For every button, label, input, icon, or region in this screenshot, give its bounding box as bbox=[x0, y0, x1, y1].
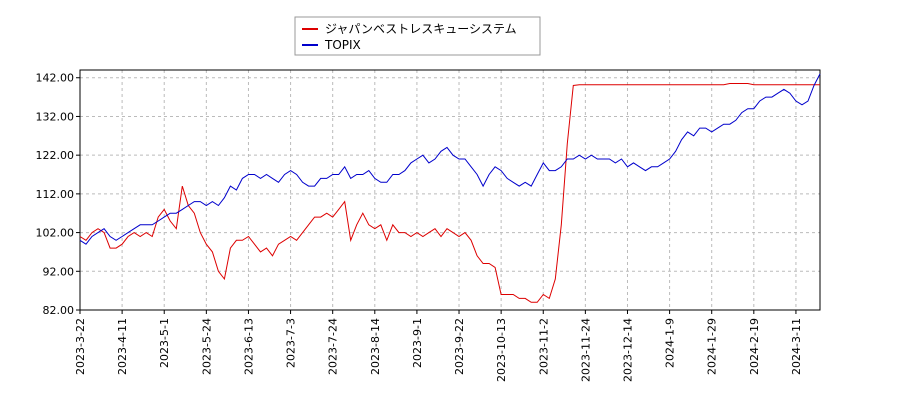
legend-box bbox=[294, 16, 541, 56]
x-tick-label: 2023-8-14 bbox=[369, 318, 382, 375]
x-tick-label: 2024-1-9 bbox=[664, 318, 677, 368]
y-tick-label: 112.00 bbox=[36, 188, 75, 201]
x-tick-label: 2023-7-3 bbox=[285, 318, 298, 368]
y-tick-label: 92.00 bbox=[43, 265, 75, 278]
x-tick-label: 2024-1-29 bbox=[706, 318, 719, 375]
x-tick-label: 2023-9-22 bbox=[453, 318, 466, 375]
plot-frame bbox=[79, 69, 821, 311]
x-tick-label: 2023-5-24 bbox=[200, 318, 213, 375]
x-tick-label: 2023-4-11 bbox=[116, 318, 129, 375]
x-tick-label: 2023-11-24 bbox=[579, 318, 592, 382]
legend-label: TOPIX bbox=[324, 38, 361, 52]
x-tick-label: 2023-9-1 bbox=[411, 318, 424, 368]
x-tick-label: 2023-6-13 bbox=[242, 318, 255, 375]
y-tick-label: 82.00 bbox=[43, 304, 75, 317]
x-tick-label: 2023-10-13 bbox=[495, 318, 508, 382]
x-tick-label: 2023-3-22 bbox=[74, 318, 87, 375]
x-tick-label: 2023-11-2 bbox=[537, 318, 550, 375]
x-tick-label: 2023-12-14 bbox=[621, 318, 634, 382]
x-tick-label: 2023-7-24 bbox=[327, 318, 340, 375]
x-tick-label: 2024-2-19 bbox=[748, 318, 761, 375]
legend-label: ジャパンベストレスキューシステム bbox=[325, 22, 517, 36]
y-tick-label: 102.00 bbox=[36, 227, 75, 240]
y-tick-label: 132.00 bbox=[36, 110, 75, 123]
y-tick-label: 122.00 bbox=[36, 149, 75, 162]
x-tick-label: 2023-5-1 bbox=[158, 318, 171, 368]
x-tick-label: 2024-3-11 bbox=[790, 318, 803, 375]
series-line bbox=[79, 83, 820, 303]
y-tick-label: 142.00 bbox=[36, 72, 75, 85]
series-line bbox=[79, 73, 821, 245]
